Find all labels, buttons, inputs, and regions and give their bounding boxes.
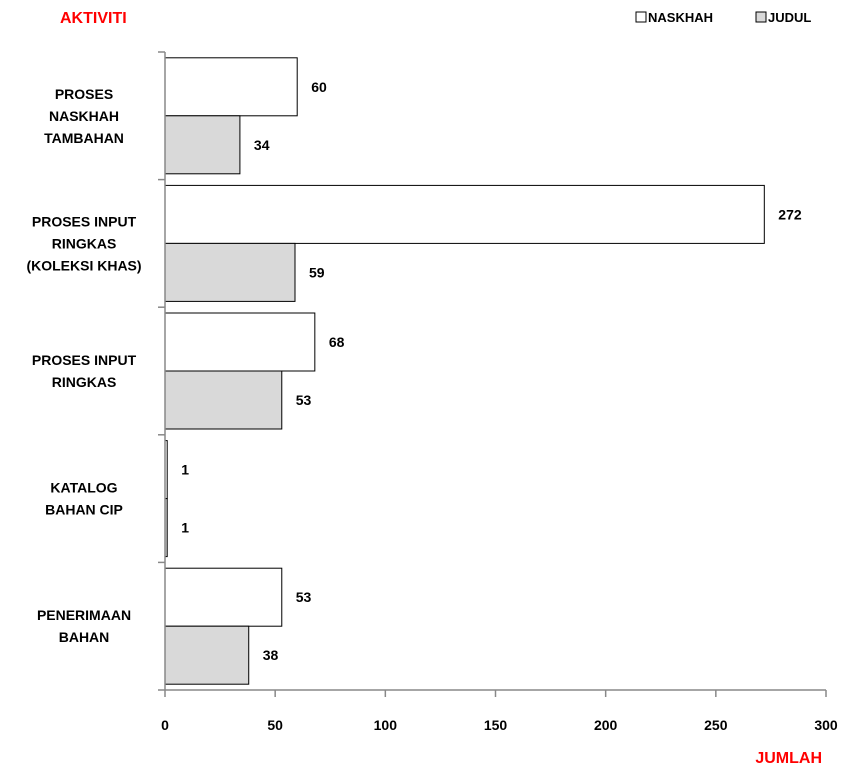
x-tick-label: 50 [267, 717, 283, 733]
x-tick-label: 200 [594, 717, 618, 733]
data-label-naskhah-1: 272 [778, 206, 802, 222]
category-label-line: RINGKAS [52, 374, 117, 390]
x-tick-label: 0 [161, 717, 169, 733]
legend-label-judul: JUDUL [768, 10, 811, 25]
data-label-judul-0: 34 [254, 137, 270, 153]
category-label-line: BAHAN CIP [45, 502, 123, 518]
category-label-line: (KOLEKSI KHAS) [26, 257, 141, 273]
category-label-2: PROSES INPUT RINGKAS [32, 352, 137, 390]
x-tick-label: 250 [704, 717, 728, 733]
bar-naskhah-4 [164, 567, 283, 627]
axes-group: 0 50 100 150 200 250 300 [158, 51, 838, 733]
legend: NASKHAH JUDUL [635, 10, 811, 25]
bar-judul-2 [164, 370, 283, 430]
x-tick-label: 150 [484, 717, 508, 733]
data-label-judul-1: 59 [309, 264, 325, 280]
x-axis-title: JUMLAH [755, 750, 822, 767]
category-label-3: KATALOG BAHAN CIP [45, 480, 123, 518]
y-axis-title: AKTIVITI [60, 10, 127, 27]
x-tick-label: 300 [814, 717, 838, 733]
data-label-naskhah-4: 53 [296, 589, 312, 605]
category-label-0: PROSES NASKHAH TAMBAHAN [44, 86, 124, 146]
data-label-naskhah-3: 1 [181, 462, 189, 478]
legend-swatch-judul [755, 11, 767, 23]
category-label-1: PROSES INPUT RINGKAS (KOLEKSI KHAS) [26, 213, 141, 273]
category-label-line: PROSES INPUT [32, 352, 137, 368]
bar-judul-1 [164, 242, 296, 302]
category-label-line: PROSES [55, 86, 113, 102]
bars-group: 60 34 272 59 68 53 1 1 53 38 [164, 57, 802, 685]
category-label-line: TAMBAHAN [44, 130, 124, 146]
category-labels-group: PROSES NASKHAH TAMBAHAN PROSES INPUT RINGKAS… [26, 86, 141, 645]
data-label-judul-4: 38 [263, 647, 279, 663]
category-label-line: BAHAN [59, 629, 110, 645]
category-label-line: RINGKAS [52, 235, 117, 251]
data-label-naskhah-0: 60 [311, 79, 327, 95]
legend-label-naskhah: NASKHAH [648, 10, 713, 25]
data-label-judul-2: 53 [296, 392, 312, 408]
bar-naskhah-1 [164, 184, 765, 244]
legend-swatch-naskhah [635, 11, 647, 23]
data-label-naskhah-2: 68 [329, 334, 345, 350]
category-label-line: NASKHAH [49, 108, 119, 124]
category-label-line: PENERIMAAN [37, 607, 131, 623]
bar-naskhah-0 [164, 57, 298, 117]
bar-judul-0 [164, 115, 241, 175]
category-label-line: PROSES INPUT [32, 213, 137, 229]
x-tick-label: 100 [374, 717, 398, 733]
category-label-line: KATALOG [50, 480, 117, 496]
bar-naskhah-2 [164, 312, 316, 372]
category-label-4: PENERIMAAN BAHAN [37, 607, 131, 645]
data-label-judul-3: 1 [181, 520, 189, 536]
bar-judul-4 [164, 625, 250, 685]
